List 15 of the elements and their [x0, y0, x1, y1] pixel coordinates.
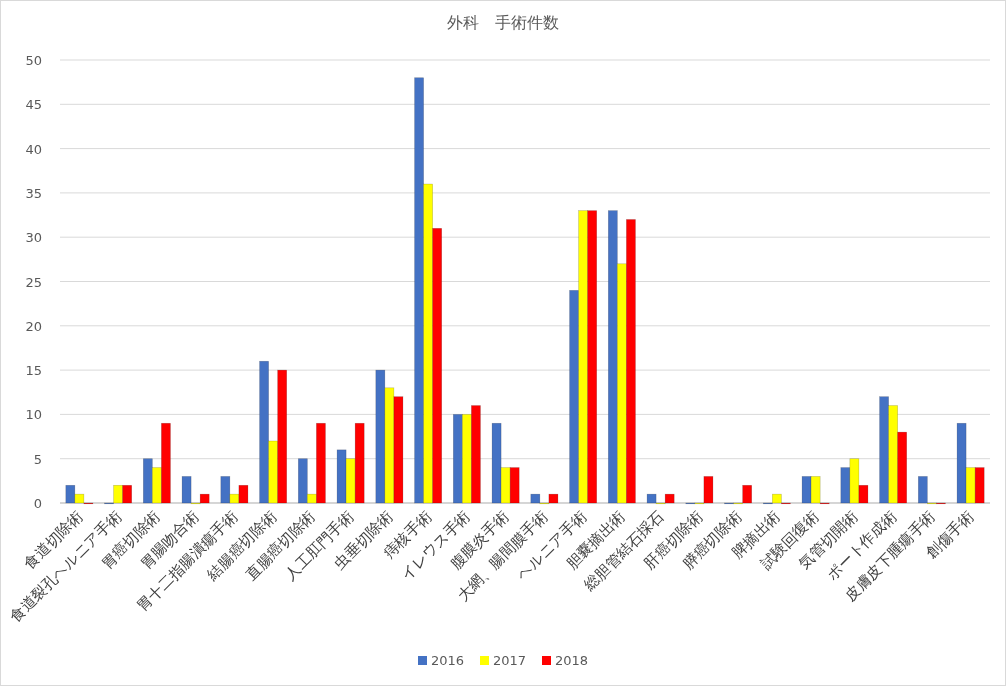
legend-label: 2018	[555, 653, 589, 668]
y-tick-label: 35	[25, 185, 42, 201]
y-tick-label: 50	[25, 53, 42, 68]
y-tick-label: 40	[25, 141, 42, 157]
legend-label: 2016	[431, 653, 465, 668]
y-tick-label: 25	[25, 274, 42, 290]
title: 外科 手術件数	[447, 13, 559, 32]
y-tick-label: 30	[25, 230, 42, 246]
y-tick-label: 5	[33, 451, 42, 467]
y-tick-label: 0	[33, 496, 42, 511]
y-tick-label: 45	[25, 97, 42, 113]
legend-label: 2017	[493, 653, 527, 668]
y-tick-label: 20	[25, 318, 42, 334]
y-tick-label: 10	[25, 407, 42, 423]
y-tick-label: 15	[25, 363, 42, 379]
